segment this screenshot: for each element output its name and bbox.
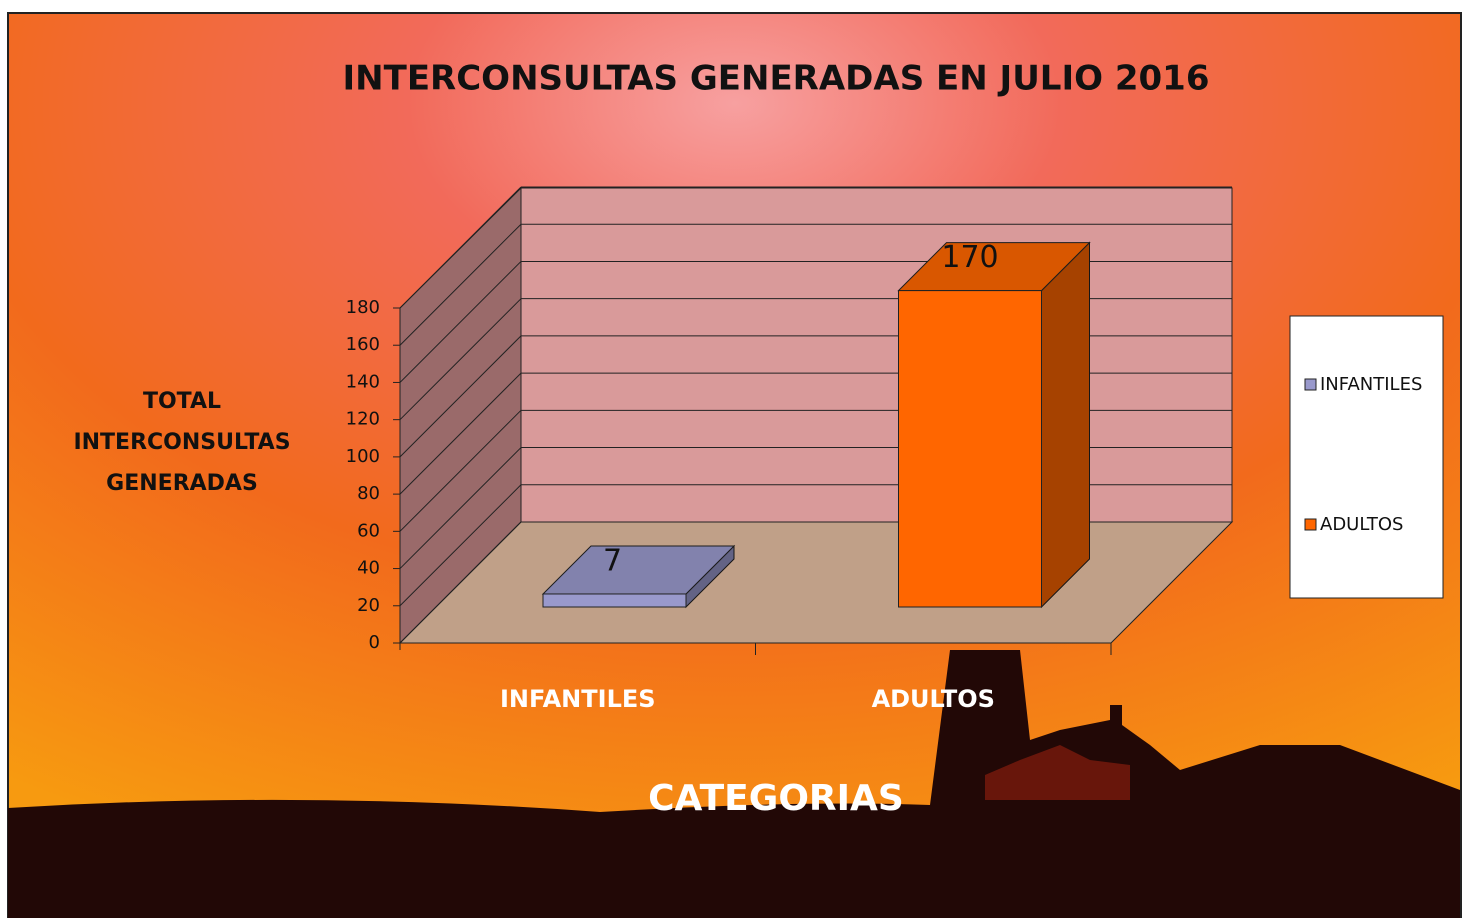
y-tick-label: 60 xyxy=(357,520,380,541)
y-axis-title-line: GENERADAS xyxy=(106,471,258,496)
legend-swatch xyxy=(1305,519,1316,530)
page: {"chart_data": {"type": "bar3d", "title"… xyxy=(0,0,1471,918)
chart: INTERCONSULTAS GENERADAS EN JULIO 2016 C… xyxy=(0,0,1471,918)
y-tick-label: 140 xyxy=(346,371,380,392)
y-tick-label: 160 xyxy=(346,334,380,355)
x-axis-title: CATEGORIAS xyxy=(648,778,904,819)
y-tick-label: 100 xyxy=(346,446,380,467)
bar xyxy=(899,291,1042,607)
bar-side xyxy=(1042,243,1090,607)
value-label: 170 xyxy=(941,240,998,275)
legend xyxy=(1290,316,1443,598)
legend-swatch xyxy=(1305,379,1316,390)
chart-title: INTERCONSULTAS GENERADAS EN JULIO 2016 xyxy=(343,59,1210,99)
bar xyxy=(543,594,686,607)
y-axis-title-line: TOTAL xyxy=(143,389,221,414)
back-wall xyxy=(521,188,1232,522)
y-tick-label: 40 xyxy=(357,558,380,579)
y-tick-label: 180 xyxy=(346,297,380,318)
y-tick-label: 80 xyxy=(357,483,380,504)
legend-label: ADULTOS xyxy=(1320,514,1404,535)
y-axis-title-line: INTERCONSULTAS xyxy=(73,430,290,455)
floor xyxy=(400,522,1232,643)
legend-label: INFANTILES xyxy=(1320,374,1422,395)
y-tick-label: 20 xyxy=(357,595,380,616)
value-label: 7 xyxy=(603,543,622,578)
y-tick-label: 120 xyxy=(346,409,380,430)
x-tick-label: ADULTOS xyxy=(872,685,995,713)
x-tick-label: INFANTILES xyxy=(500,685,656,713)
y-tick-label: 0 xyxy=(369,632,380,653)
